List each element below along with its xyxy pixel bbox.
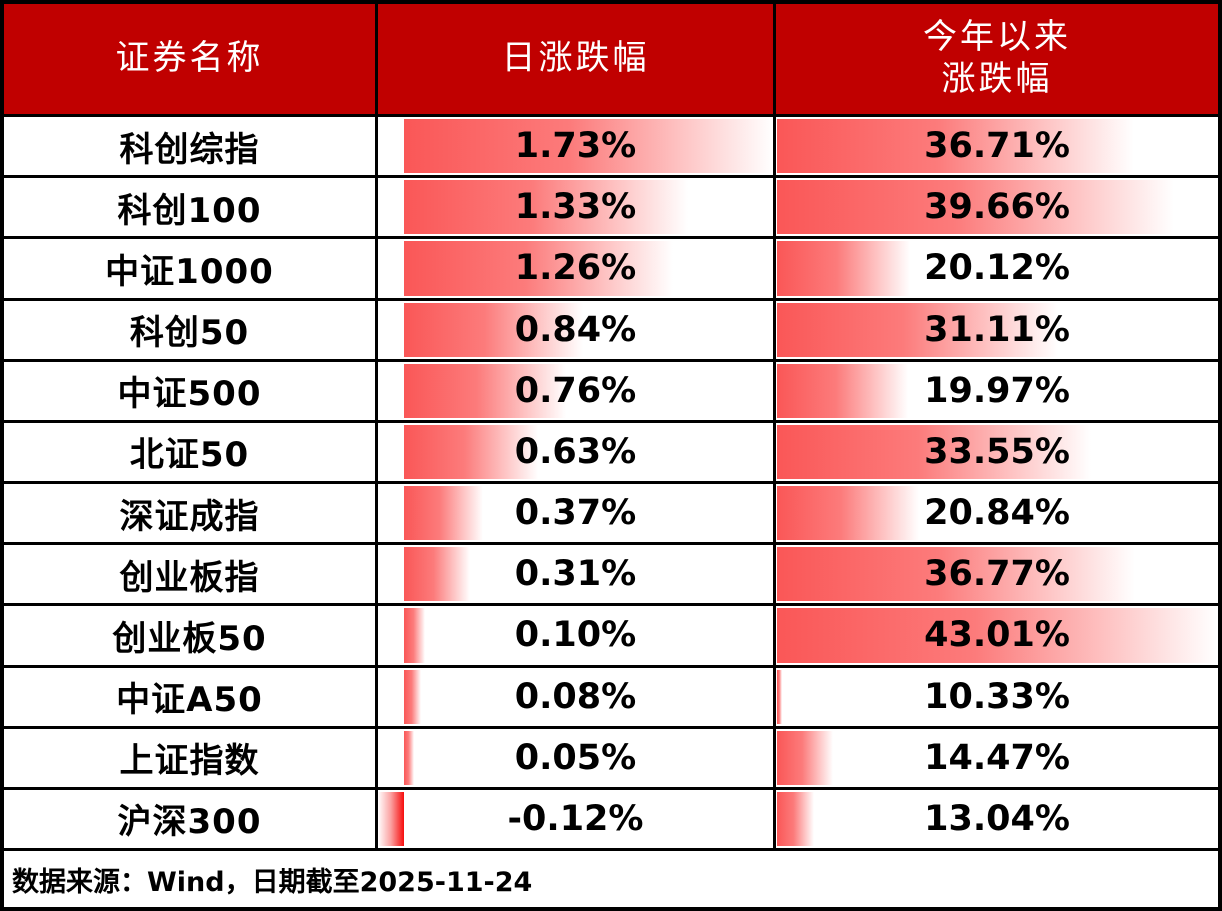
- daily-change-cell: 0.63%: [378, 422, 773, 481]
- ytd-change-cell: 19.97%: [776, 361, 1218, 420]
- ytd-change-value: 33.55%: [924, 431, 1070, 472]
- col-header-security-name-label: 证券名称: [115, 39, 264, 77]
- daily-change-value: 0.08%: [514, 676, 637, 717]
- ytd-change-databar: [777, 608, 1218, 663]
- daily-change-cell: 1.73%: [378, 117, 773, 176]
- daily-change-databar: [403, 180, 688, 235]
- daily-change-value: 1.33%: [514, 187, 637, 228]
- index-name-cell: 北证50: [4, 422, 375, 481]
- daily-change-databar: [403, 730, 415, 785]
- ytd-header-line2: 涨跌幅: [941, 61, 1053, 98]
- data-source-note-label: 数据来源：Wind，日期截至2025-11-24: [12, 866, 533, 898]
- ytd-change-databar: [777, 730, 834, 785]
- ytd-change-cell: 14.47%: [776, 728, 1218, 787]
- ytd-change-value: 39.66%: [924, 187, 1070, 228]
- ytd-change-databar: [777, 119, 1135, 174]
- ytd-change-value: 19.97%: [924, 370, 1070, 411]
- ytd-change-cell: 20.12%: [776, 239, 1218, 298]
- col-header-daily-change-label: 日涨跌幅: [501, 39, 650, 77]
- ytd-change-value: 13.04%: [924, 798, 1070, 839]
- daily-change-cell: 0.84%: [378, 300, 773, 359]
- ytd-change-cell: 36.77%: [776, 545, 1218, 604]
- ytd-change-value: 14.47%: [924, 737, 1070, 778]
- ytd-change-databar: [777, 363, 908, 418]
- index-name-cell: 上证指数: [4, 728, 375, 787]
- ytd-change-databar: [777, 791, 814, 846]
- data-source-note: 数据来源：Wind，日期截至2025-11-24: [4, 851, 1218, 907]
- daily-change-value: -0.12%: [507, 798, 644, 839]
- daily-change-value: 0.63%: [514, 431, 637, 472]
- daily-change-cell: 0.76%: [378, 361, 773, 420]
- daily-change-databar: [403, 363, 566, 418]
- daily-change-cell: 1.26%: [378, 239, 773, 298]
- ytd-change-databar: [777, 302, 1059, 357]
- ytd-change-value: 43.01%: [924, 615, 1070, 656]
- ytd-change-databar: [777, 669, 783, 724]
- ytd-change-cell: 13.04%: [776, 789, 1218, 848]
- daily-change-databar: [403, 424, 539, 479]
- daily-change-value: 1.26%: [514, 248, 637, 289]
- index-name-cell: 沪深300: [4, 789, 375, 848]
- daily-change-databar: [403, 486, 483, 541]
- index-name-cell: 创业板50: [4, 606, 375, 665]
- daily-change-value: 0.76%: [514, 370, 637, 411]
- daily-change-databar: [403, 241, 673, 296]
- index-name-cell: 科创50: [4, 300, 375, 359]
- ytd-change-databar: [777, 180, 1174, 235]
- ytd-change-cell: 20.84%: [776, 484, 1218, 543]
- daily-change-cell: 0.37%: [378, 484, 773, 543]
- ytd-change-cell: 31.11%: [776, 300, 1218, 359]
- ytd-change-databar: [777, 486, 920, 541]
- index-name-cell: 创业板指: [4, 545, 375, 604]
- ytd-change-value: 20.12%: [924, 248, 1070, 289]
- daily-change-databar: [378, 791, 404, 846]
- ytd-change-cell: 36.71%: [776, 117, 1218, 176]
- daily-change-databar: [403, 119, 773, 174]
- index-name-cell: 中证500: [4, 361, 375, 420]
- daily-change-value: 0.37%: [514, 493, 637, 534]
- daily-change-value: 0.31%: [514, 554, 637, 595]
- ytd-header-line1: 今年以来: [923, 18, 1071, 56]
- daily-change-value: 0.05%: [514, 737, 637, 778]
- index-name-cell: 中证A50: [4, 667, 375, 726]
- col-header-ytd-change: 今年以来 涨跌幅: [776, 4, 1218, 114]
- ytd-change-databar: [777, 547, 1135, 602]
- daily-change-cell: 0.10%: [378, 606, 773, 665]
- ytd-change-cell: 43.01%: [776, 606, 1218, 665]
- daily-change-databar: [403, 547, 470, 602]
- daily-change-cell: 0.08%: [378, 667, 773, 726]
- ytd-change-databar: [777, 424, 1092, 479]
- ytd-change-value: 20.84%: [924, 493, 1070, 534]
- daily-change-cell: 0.05%: [378, 728, 773, 787]
- ytd-change-value: 36.71%: [924, 126, 1070, 167]
- ytd-change-cell: 10.33%: [776, 667, 1218, 726]
- ytd-change-cell: 39.66%: [776, 178, 1218, 237]
- daily-change-value: 1.73%: [514, 126, 637, 167]
- ytd-change-value: 31.11%: [924, 309, 1070, 350]
- index-name-cell: 深证成指: [4, 484, 375, 543]
- index-name-cell: 中证1000: [4, 239, 375, 298]
- ytd-change-cell: 33.55%: [776, 422, 1218, 481]
- daily-change-cell: 1.33%: [378, 178, 773, 237]
- col-header-ytd-change-label: 今年以来 涨跌幅: [923, 17, 1071, 102]
- index-name-cell: 科创综指: [4, 117, 375, 176]
- col-header-security-name: 证券名称: [4, 4, 375, 114]
- daily-change-databar: [403, 608, 425, 663]
- daily-change-value: 0.10%: [514, 615, 637, 656]
- col-header-daily-change: 日涨跌幅: [378, 4, 773, 114]
- daily-change-cell: 0.31%: [378, 545, 773, 604]
- daily-change-value: 0.84%: [514, 309, 637, 350]
- ytd-change-value: 10.33%: [924, 676, 1070, 717]
- ytd-change-databar: [777, 241, 910, 296]
- daily-change-cell: -0.12%: [378, 789, 773, 848]
- index-name-cell: 科创100: [4, 178, 375, 237]
- daily-change-databar: [403, 669, 421, 724]
- ytd-change-value: 36.77%: [924, 554, 1070, 595]
- daily-change-databar: [403, 302, 583, 357]
